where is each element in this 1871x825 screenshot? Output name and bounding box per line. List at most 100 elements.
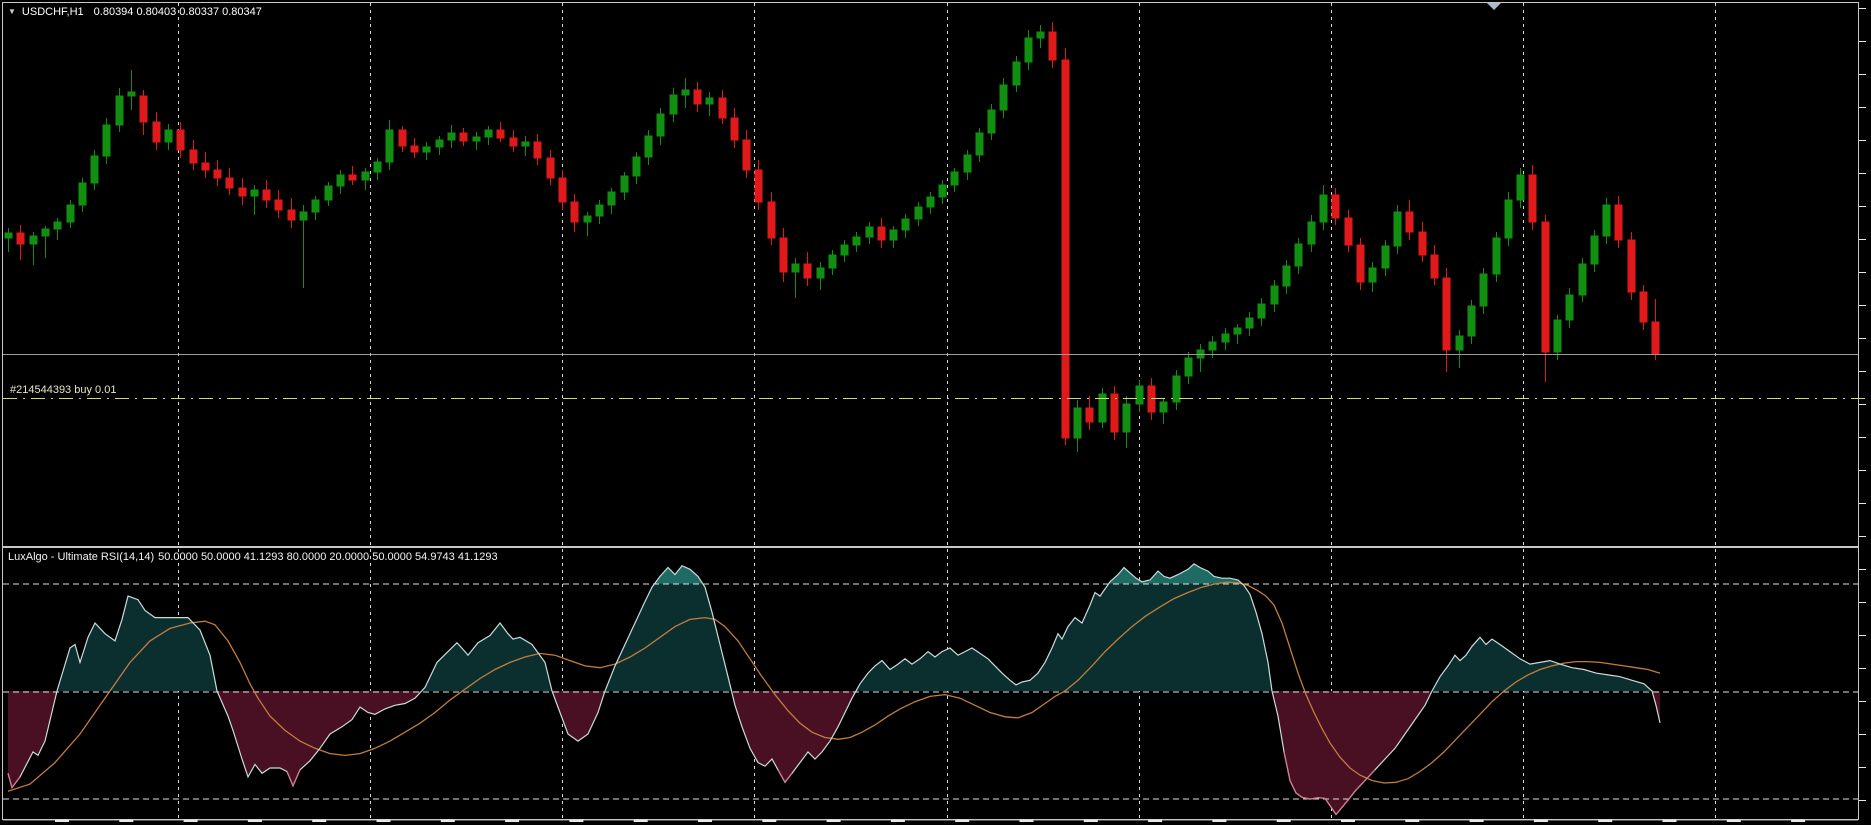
candle-body [963,154,972,173]
candle-body [201,162,210,171]
time-tick [183,819,198,822]
candle-body [620,175,629,193]
candle-body [311,199,320,213]
time-tick [312,819,327,822]
candle-body [484,129,493,138]
candle-body [767,201,776,239]
rsi-line-oversold-segment [1341,799,1349,808]
time-tick [440,819,455,822]
time-tick [1212,819,1227,822]
order-line-label[interactable]: #214544393 buy 0.01 [10,384,117,396]
candle-body [644,135,653,158]
candle-body [1467,305,1476,337]
candle-body [299,211,308,221]
candle-body [742,139,751,171]
candle-body [1504,199,1513,239]
time-tick [1148,819,1163,822]
candle-body [238,187,247,197]
candle-body [730,117,739,141]
candle-body [127,91,136,97]
rsi-fill-bear [8,691,1660,815]
time-tick [1405,819,1420,822]
candle-body [1073,407,1082,439]
chart-shift-marker-icon[interactable] [1487,3,1501,10]
time-tick [1791,819,1806,822]
candle-body [496,129,505,139]
chart-title: ▼ USDCHF,H1 0.80394 0.80403 0.80337 0.8034… [8,5,262,19]
candle-body [447,132,456,141]
time-tick [1469,819,1484,822]
candle-body [926,196,935,208]
candle-body [1356,244,1365,283]
time-tick [1083,819,1098,822]
candle-body [472,136,481,142]
candle-body [558,177,567,203]
candle-body [632,156,641,177]
rsi-line-oversold-segment [7,773,13,788]
candle-body [1565,294,1574,321]
candle-body [693,89,702,105]
candle-body [828,254,837,269]
rsi-line-oversold-segment [1364,769,1376,781]
candle-body [410,145,419,153]
candle-body [754,169,763,203]
candle-body [78,182,87,206]
candle-body [102,124,111,157]
candle-body [840,244,849,256]
candle-body [1036,31,1045,39]
rsi-line-oversold-segment [1329,805,1337,815]
time-tick [1341,819,1355,822]
symbol-dropdown-icon[interactable]: ▼ [8,7,16,16]
rsi-line-oversold-segment [784,772,793,783]
candle-body [901,218,910,231]
candle-body [1590,235,1599,265]
candle-body [1516,174,1525,201]
rsi-line-oversold-segment [1317,797,1326,799]
rsi-line-oversold-segment [1347,790,1356,801]
candle-body [435,139,444,148]
candle-body [1024,37,1033,63]
candle-body [975,132,984,156]
candle-body [533,141,542,159]
candle-body [1393,211,1402,247]
candle-body [398,129,407,147]
rsi-line-oversold-segment [11,776,21,789]
candle-body [1135,385,1144,405]
candle-body [1430,254,1439,279]
candle-body [287,209,296,221]
rsi-panel[interactable] [3,563,1858,816]
candle-body [262,189,271,201]
main-panel-frame [2,2,1859,547]
rsi-line-oversold-segment [1354,780,1366,792]
candle-body [1344,217,1353,246]
rsi-panel-frame [2,547,1859,820]
candle-body [607,191,616,206]
candle-body [422,146,431,153]
rsi-line-oversold-segment [777,769,786,783]
candle-body [53,221,62,230]
candle-body [889,229,898,241]
rsi-fill-overbought [654,563,1242,584]
candle-body [950,171,959,186]
candle-body [669,94,678,115]
candle-body [1442,277,1451,351]
time-scale-ticks [55,819,1806,822]
candle-body [1405,211,1414,233]
time-tick [1533,819,1548,822]
candle-body [1098,393,1107,423]
time-tick [698,819,712,822]
indicator-label: LuxAlgo - Ultimate RSI(14,14) 50.0000 50.… [8,551,502,564]
candle-body [274,199,283,211]
candle-body [1307,221,1316,245]
candle-body [385,129,394,163]
candle-body [914,206,923,220]
candle-body [16,232,25,245]
candle-body [361,171,370,181]
candle-body [521,141,530,147]
candle-body [546,157,555,179]
candle-body [1541,221,1550,353]
rsi-fill-bull [8,563,1660,691]
candle-body [999,84,1008,111]
candle-body [1048,31,1057,61]
